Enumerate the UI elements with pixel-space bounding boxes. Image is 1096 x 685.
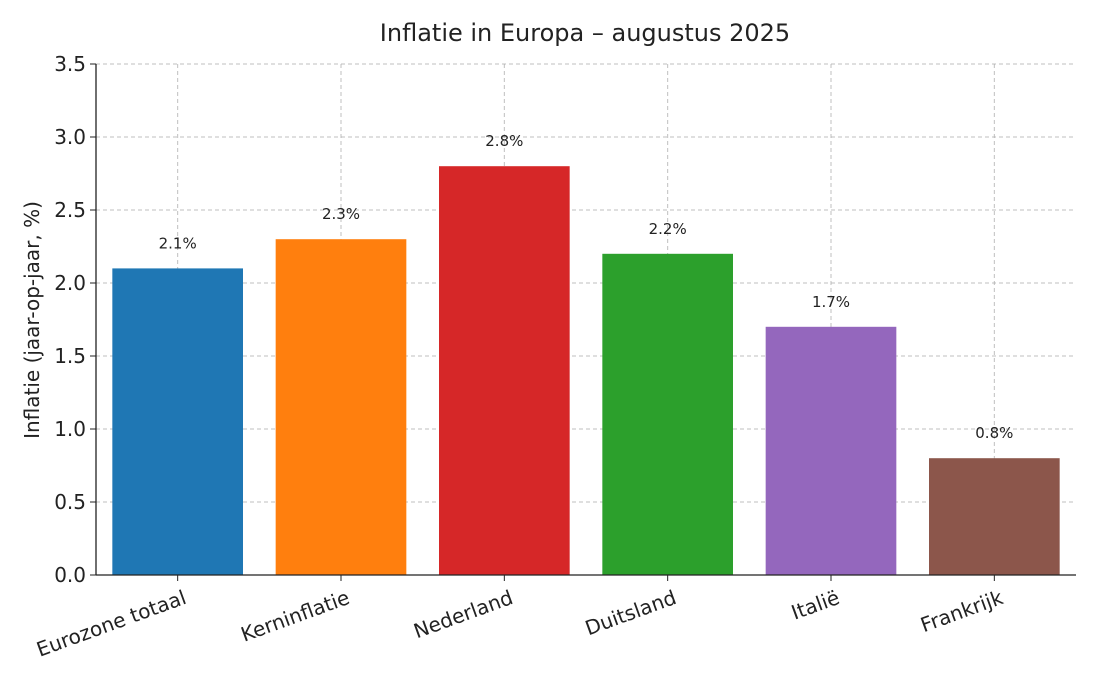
- y-tick-label: 1.0: [54, 417, 86, 441]
- x-tick-label: Eurozone totaal: [33, 585, 189, 661]
- data-label: 2.1%: [159, 234, 197, 252]
- bar: [275, 239, 407, 575]
- y-tick-label: 0.0: [54, 563, 86, 587]
- grid-layer: [96, 63, 1076, 576]
- data-label: 2.2%: [649, 220, 687, 238]
- data-label: 0.8%: [975, 424, 1013, 442]
- y-tick-label: 2.5: [54, 198, 86, 222]
- bar: [112, 268, 243, 575]
- x-tick-label: Italië: [788, 585, 843, 624]
- data-label: 1.7%: [812, 293, 850, 311]
- bars-layer: [112, 166, 1060, 576]
- y-tick-label: 3.0: [54, 125, 86, 149]
- x-tick-label: Kerninflatie: [238, 585, 353, 646]
- chart-title: Inflatie in Europa – augustus 2025: [380, 19, 790, 47]
- x-tick-label: Duitsland: [582, 585, 680, 640]
- y-tick-label: 3.5: [54, 52, 86, 76]
- data-label: 2.3%: [322, 205, 360, 223]
- bar: [929, 458, 1060, 575]
- bar: [765, 326, 897, 575]
- y-tick-label: 2.0: [54, 271, 86, 295]
- data-label: 2.8%: [485, 132, 523, 150]
- x-tick-label: Nederland: [410, 585, 516, 643]
- bar: [602, 253, 733, 576]
- y-tick-label: 1.5: [54, 344, 86, 368]
- data-labels-layer: 2.1% 2.3% 2.8% 2.2% 1.7% 0.8%: [159, 132, 1014, 442]
- bar: [439, 166, 570, 575]
- x-tick-label: Frankrijk: [917, 585, 1006, 637]
- y-tick-label: 0.5: [54, 490, 86, 514]
- y-axis-title: Inflatie (jaar-op-jaar, %): [20, 201, 44, 439]
